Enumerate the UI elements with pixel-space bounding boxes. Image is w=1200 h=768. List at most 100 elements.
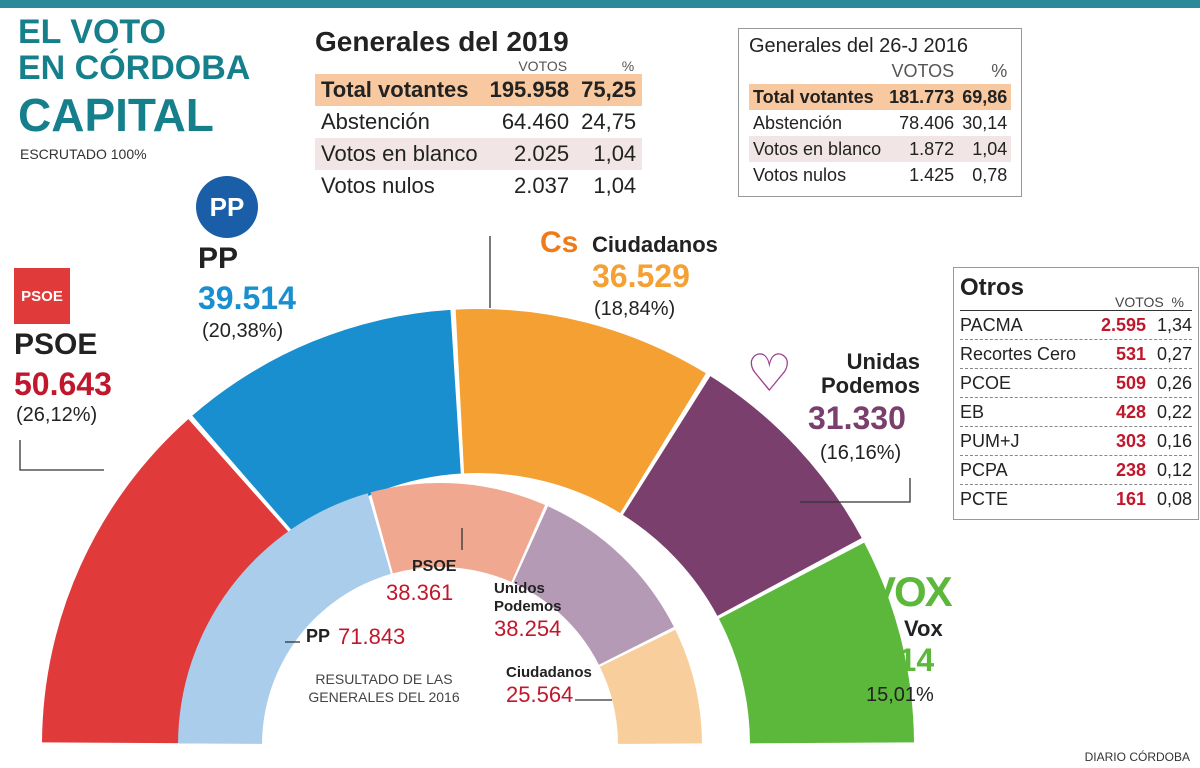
value-cs: 36.529 xyxy=(592,258,690,294)
table-row: Abstención 64.460 24,75 xyxy=(315,106,642,138)
party-votes: 531 xyxy=(1115,344,1146,364)
cell-pct: 24,75 xyxy=(581,109,637,134)
inner-value-psoe: 38.361 xyxy=(386,580,454,605)
segment-unidas-podemos xyxy=(622,376,862,616)
party-pct: 0,16 xyxy=(1156,431,1192,451)
segment-vox xyxy=(718,542,914,744)
party-pct: 0,27 xyxy=(1156,344,1192,364)
cell-pct: 1,04 xyxy=(593,141,637,166)
label-cs: Ciudadanos xyxy=(592,232,718,257)
cell-label: Abstención xyxy=(753,112,843,133)
party-votes: 303 xyxy=(1115,431,1146,451)
otros-row: PUM+J 303 0,16 xyxy=(960,426,1192,455)
pct-up: (16,16%) xyxy=(820,442,902,464)
party-votes: 428 xyxy=(1115,402,1146,422)
segment-ciudadanos xyxy=(455,309,706,514)
party-name: PCPA xyxy=(960,460,1008,480)
otros-row: Recortes Cero 531 0,27 xyxy=(960,339,1192,368)
cell-votes: 2.037 xyxy=(514,173,570,198)
inner-value-pp: 71.843 xyxy=(338,624,406,649)
label-psoe: PSOE xyxy=(14,328,98,361)
inner-value-up: 38.254 xyxy=(494,616,562,641)
cell-pct: 69,86 xyxy=(962,86,1008,107)
segment-psoe xyxy=(42,419,298,744)
inner-label-pp: PP xyxy=(306,626,331,646)
pct-cs: (18,84%) xyxy=(594,298,676,320)
party-name: PCTE xyxy=(960,489,1009,509)
party-pct: 0,26 xyxy=(1156,373,1192,393)
table-2019: Generales del 2019 VOTOS% Total votantes 1… xyxy=(315,26,643,202)
table-row: Total votantes 195.958 75,25 xyxy=(315,74,643,106)
cell-votes: 1.872 xyxy=(909,138,955,159)
segment-pp xyxy=(178,493,391,744)
top-bar xyxy=(0,0,1200,8)
inner-value-cs: 25.564 xyxy=(506,682,574,707)
otros-row: PACMA 2.595 1,34 xyxy=(960,310,1192,339)
table-row: Votos en blanco 1.872 1,04 xyxy=(749,136,1012,162)
inner-chart-title: RESULTADO DE LAS GENERALES DEL 2016 xyxy=(308,671,460,705)
cell-votes: 2.025 xyxy=(514,141,570,166)
otros-row: EB 428 0,22 xyxy=(960,397,1192,426)
inner-label-up: Unidos Podemos xyxy=(494,580,562,615)
cell-pct: 75,25 xyxy=(581,77,637,102)
cell-votes: 78.406 xyxy=(899,112,955,133)
pct-pp: (20,38%) xyxy=(202,320,284,342)
heart-logo-icon: ♡ xyxy=(746,345,793,403)
inner-label-psoe: PSOE xyxy=(412,558,457,575)
title: EL VOTO EN CÓRDOBA xyxy=(18,13,251,87)
leader-line xyxy=(19,440,104,471)
cell-votes: 64.460 xyxy=(501,109,570,134)
cell-label: Total votantes xyxy=(753,86,874,107)
leader-line xyxy=(800,478,911,503)
cell-label: Total votantes xyxy=(321,77,469,102)
cell-pct: 0,78 xyxy=(972,164,1008,185)
party-votes: 161 xyxy=(1115,489,1146,509)
cell-votes: 1.425 xyxy=(909,164,955,185)
psoe-logo: PSOE xyxy=(14,268,70,324)
cell-pct: 30,14 xyxy=(962,112,1008,133)
footer-source: DIARIO CÓRDOBA xyxy=(1084,750,1190,764)
cell-votes: 195.958 xyxy=(489,77,570,102)
inner-label-cs: Ciudadanos xyxy=(506,664,592,681)
cell-label: Votos en blanco xyxy=(753,138,882,159)
party-name: PCOE xyxy=(960,373,1012,393)
table-2016: Generales del 26-J 2016 VOTOS% Total vota… xyxy=(738,28,1023,197)
party-pct: 1,34 xyxy=(1156,315,1192,335)
party-name: EB xyxy=(960,402,985,422)
otros-row: PCPA 238 0,12 xyxy=(960,455,1192,484)
party-pct: 0,12 xyxy=(1156,460,1192,480)
otros-row: PCTE 161 0,08 xyxy=(960,484,1192,513)
segment-ciudadanos xyxy=(599,629,702,744)
label-pp: PP xyxy=(198,242,239,275)
cell-label: Votos nulos xyxy=(753,164,847,185)
cell-label: Abstención xyxy=(321,109,430,134)
party-votes: 509 xyxy=(1115,373,1146,393)
otros-row: PCOE 509 0,26 xyxy=(960,368,1192,397)
cell-label: Votos en blanco xyxy=(321,141,478,166)
table-row: Total votantes 181.773 69,86 xyxy=(749,84,1012,110)
otros-table: Otros VOTOS % PACMA 2.595 1,34 Recortes Cer… xyxy=(953,267,1199,520)
title-capital: CAPITAL xyxy=(18,89,214,141)
party-votes: 2.595 xyxy=(1100,315,1146,335)
party-pct: 0,08 xyxy=(1156,489,1192,509)
table-row: Votos nulos 1.425 0,78 xyxy=(749,162,1011,188)
cell-votes: 181.773 xyxy=(889,86,955,107)
party-name: Recortes Cero xyxy=(960,344,1077,364)
party-name: PUM+J xyxy=(960,431,1020,451)
table-row: Votos en blanco 2.025 1,04 xyxy=(315,138,643,170)
vox-logo: VOX xyxy=(868,568,953,615)
label-vox: Vox xyxy=(904,616,943,641)
segment-pp xyxy=(192,309,461,540)
segment-unidos-podemos xyxy=(513,506,674,665)
party-name: PACMA xyxy=(960,315,1023,335)
pct-psoe: (26,12%) xyxy=(16,404,98,426)
cell-pct: 1,04 xyxy=(593,173,637,198)
party-pct: 0,22 xyxy=(1156,402,1192,422)
segment-psoe xyxy=(370,483,546,582)
value-pp: 39.514 xyxy=(198,280,296,316)
cell-label: Votos nulos xyxy=(321,173,435,198)
value-vox: 29.114 xyxy=(838,642,935,678)
label-up: Unidas Podemos xyxy=(820,349,920,398)
value-up: 31.330 xyxy=(808,400,906,436)
